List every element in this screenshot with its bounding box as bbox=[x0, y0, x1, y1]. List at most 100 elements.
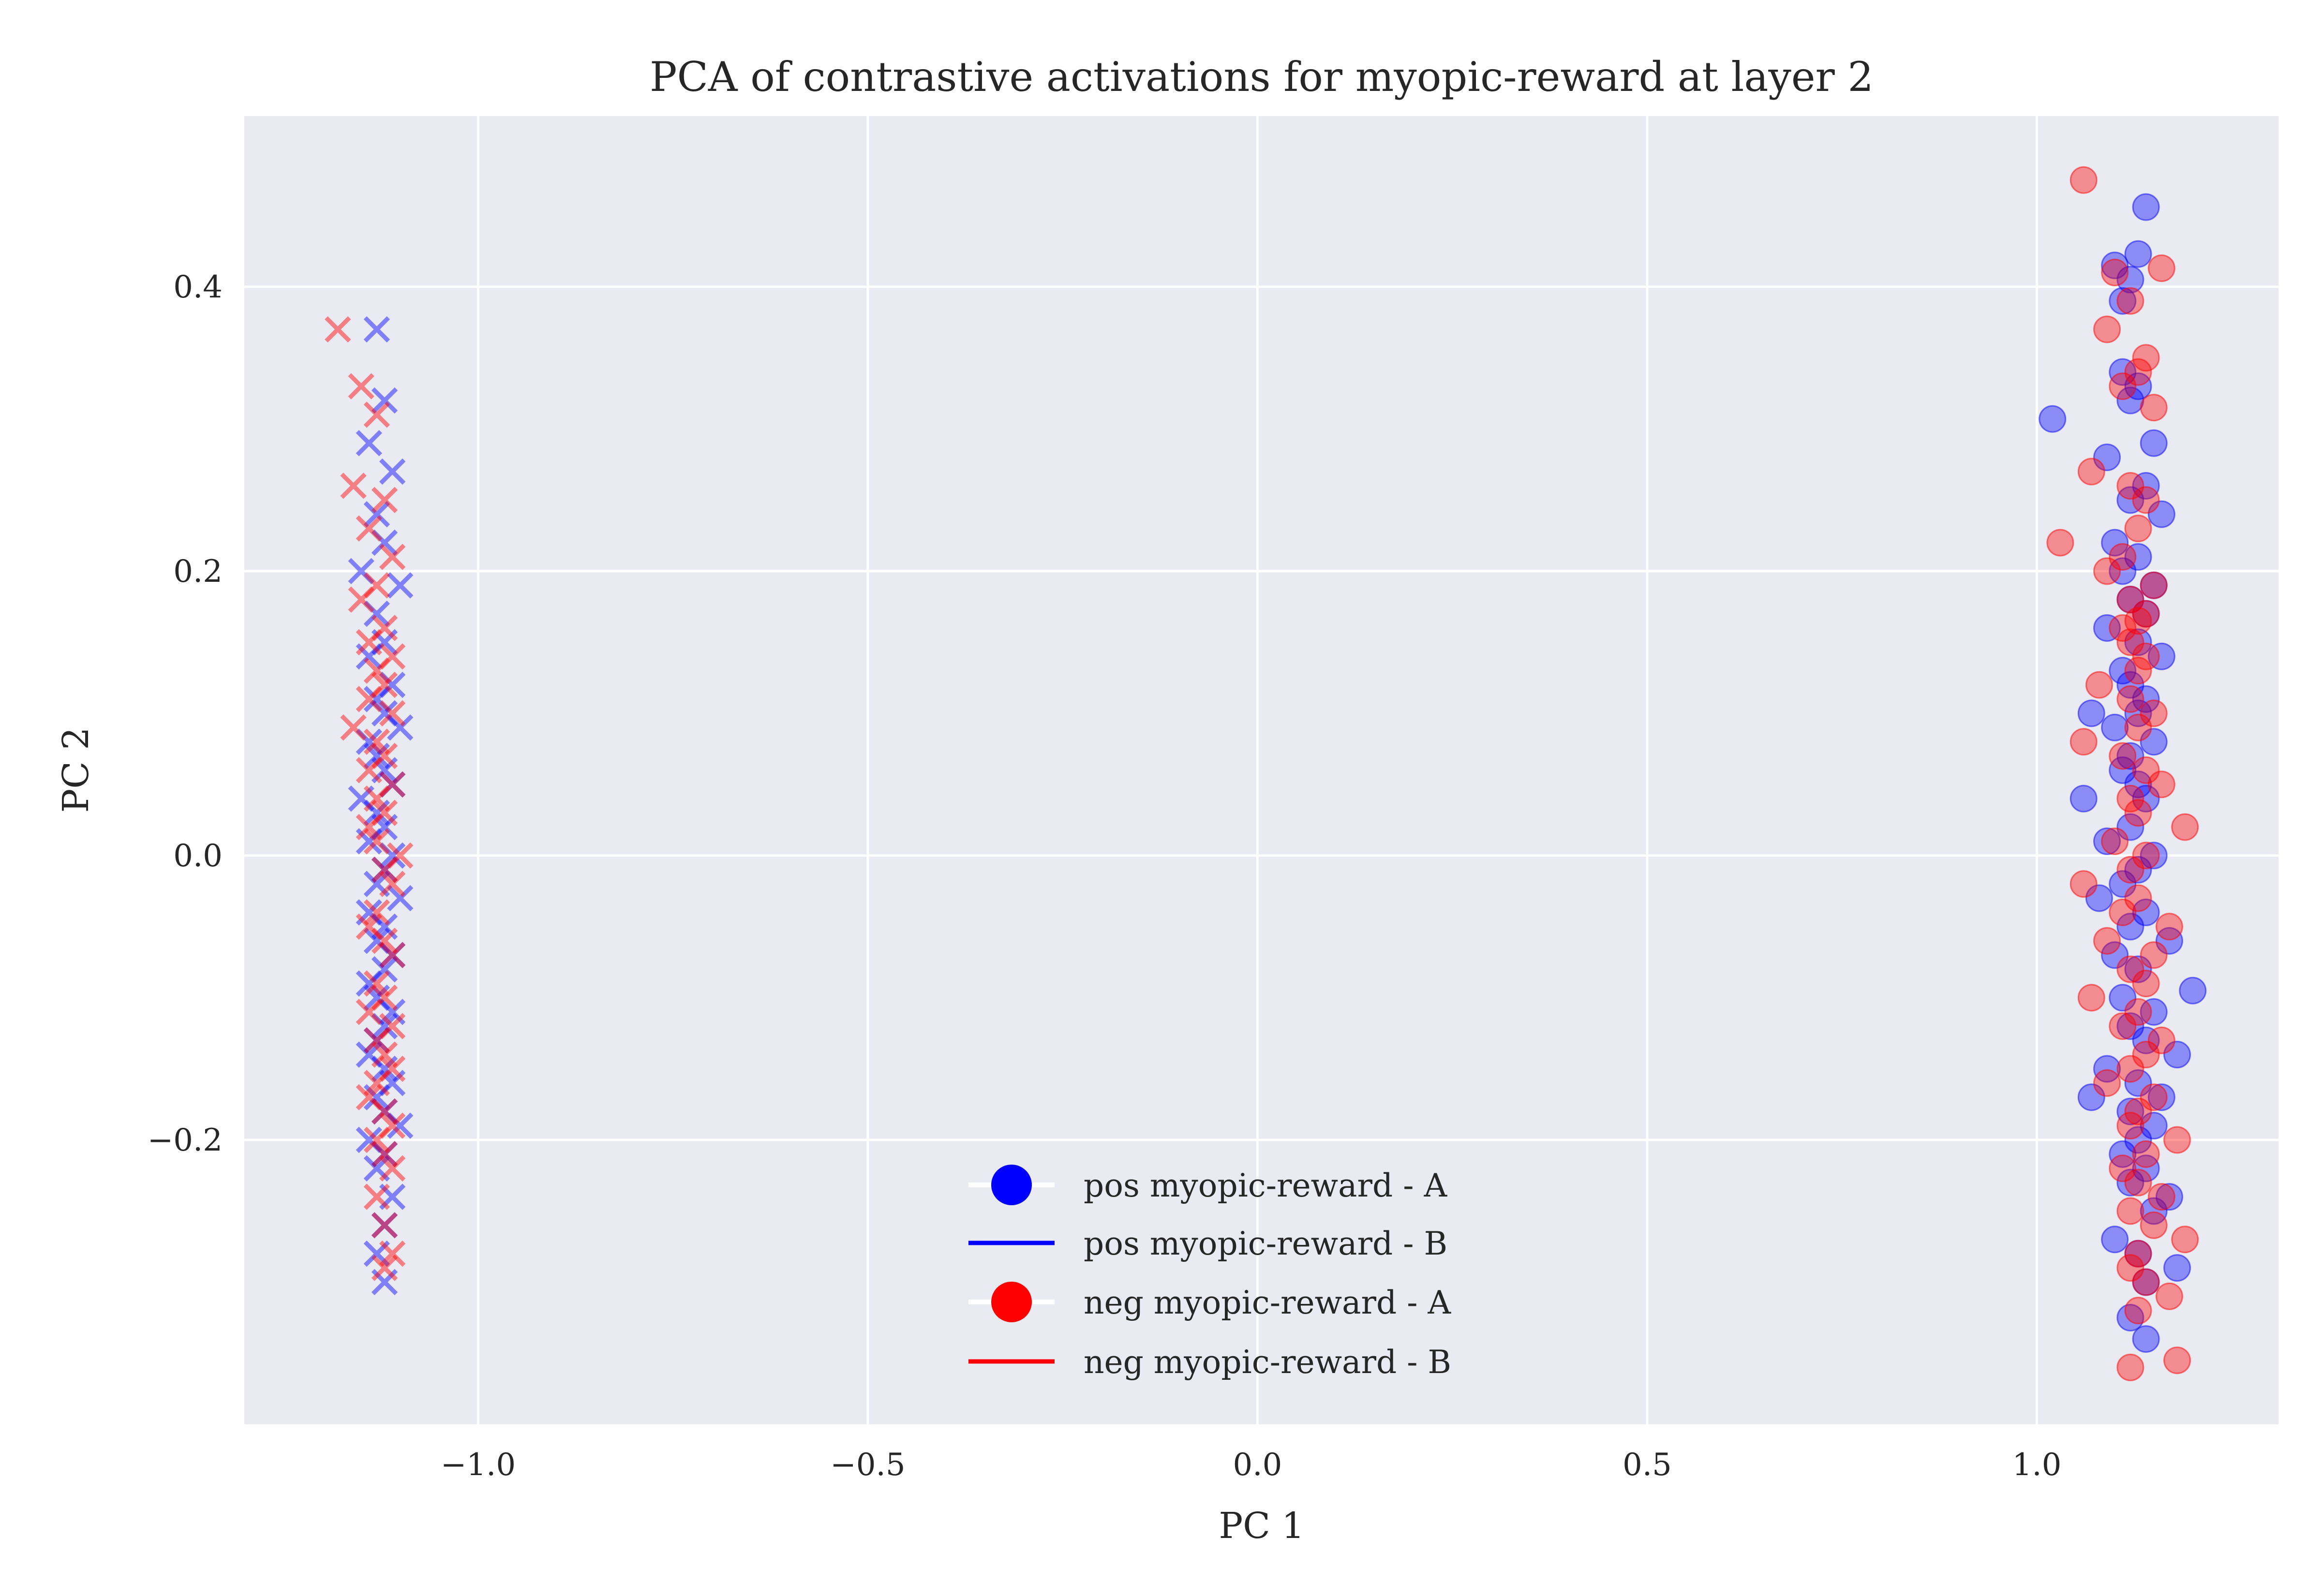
pos-circle-marker bbox=[2132, 685, 2160, 713]
chart-title: PCA of contrastive activations for myopi… bbox=[650, 53, 1874, 101]
neg-x-marker bbox=[379, 700, 406, 727]
pos-x-marker bbox=[371, 956, 398, 983]
grid-lines bbox=[244, 116, 2278, 1424]
y-tick-label: 0.2 bbox=[173, 554, 223, 590]
neg-x-marker bbox=[356, 813, 382, 841]
neg-x-marker bbox=[363, 1070, 390, 1096]
neg-x-marker bbox=[371, 1041, 398, 1068]
neg-circle-marker bbox=[2069, 166, 2098, 194]
pos-circle-marker bbox=[2132, 1154, 2160, 1182]
neg-circle-marker bbox=[2109, 742, 2137, 770]
y-tick-label: −0.2 bbox=[148, 1123, 223, 1158]
pos-circle-marker bbox=[2116, 1012, 2144, 1040]
pos-circle-marker bbox=[2116, 671, 2144, 699]
neg-x-marker bbox=[371, 1212, 398, 1239]
neg-x-marker bbox=[363, 1027, 390, 1054]
neg-circle-marker bbox=[2093, 927, 2121, 955]
neg-circle-marker bbox=[2124, 515, 2152, 543]
neg-circle-marker bbox=[2046, 529, 2074, 557]
neg-x-marker bbox=[371, 799, 398, 826]
neg-x-marker bbox=[371, 1255, 398, 1281]
pos-circle-marker bbox=[2124, 240, 2152, 268]
data-points bbox=[325, 166, 2207, 1381]
pos-circle-marker bbox=[2140, 998, 2168, 1026]
neg-circle-marker bbox=[2077, 984, 2105, 1012]
pos-circle-marker bbox=[2132, 193, 2160, 221]
pos-circle-marker bbox=[2093, 1055, 2121, 1083]
pos-x-marker bbox=[371, 757, 398, 783]
pos-x-marker bbox=[387, 885, 414, 912]
pos-x-marker bbox=[363, 984, 390, 1011]
pos-x-marker bbox=[356, 643, 382, 670]
neg-circle-marker bbox=[2109, 543, 2137, 571]
neg-x-marker bbox=[356, 913, 382, 940]
neg-circle-marker bbox=[2155, 1282, 2183, 1310]
pos-x-marker bbox=[356, 828, 382, 855]
pos-circle-marker bbox=[2132, 472, 2160, 500]
neg-circle-marker bbox=[2147, 1183, 2175, 1211]
pos-x-marker bbox=[379, 1070, 406, 1096]
pos-x-marker bbox=[379, 671, 406, 698]
neg-circle-marker bbox=[2116, 1197, 2144, 1225]
neg-x-marker bbox=[356, 515, 382, 542]
pos-circle-marker bbox=[2140, 429, 2168, 457]
neg-circle-marker bbox=[2085, 671, 2113, 699]
neg-x-marker bbox=[356, 686, 382, 712]
neg-circle-marker bbox=[2124, 884, 2152, 912]
neg-x-marker bbox=[371, 928, 398, 954]
pos-circle-marker bbox=[2124, 1069, 2152, 1097]
neg-circle-marker bbox=[2124, 1240, 2152, 1268]
pos-circle-marker bbox=[2124, 372, 2152, 400]
neg-circle-marker bbox=[2069, 870, 2098, 898]
x-tick-label: 1.0 bbox=[2012, 1447, 2062, 1483]
neg-circle-marker bbox=[2147, 770, 2175, 798]
pos-circle-marker bbox=[2116, 813, 2144, 841]
legend-label-neg-a: neg myopic-reward - A bbox=[1084, 1284, 1452, 1321]
pos-circle-marker bbox=[2093, 828, 2121, 856]
neg-x-marker bbox=[379, 643, 406, 670]
x-axis-label: PC 1 bbox=[1219, 1505, 1304, 1547]
neg-circle-marker bbox=[2093, 557, 2121, 585]
neg-circle-marker bbox=[2116, 586, 2144, 614]
neg-x-marker bbox=[379, 871, 406, 897]
neg-x-marker bbox=[363, 828, 390, 855]
neg-x-marker bbox=[363, 1126, 390, 1153]
pos-x-marker bbox=[371, 529, 398, 556]
neg-x-marker bbox=[356, 629, 382, 656]
plot-area bbox=[244, 116, 2278, 1424]
neg-x-marker bbox=[379, 1055, 406, 1082]
neg-x-marker bbox=[371, 1141, 398, 1167]
neg-circle-marker bbox=[2147, 1026, 2175, 1054]
neg-circle-marker bbox=[2101, 258, 2129, 286]
neg-circle-marker bbox=[2132, 1268, 2160, 1296]
neg-circle-marker bbox=[2147, 254, 2175, 282]
pos-circle-marker bbox=[2140, 728, 2168, 756]
axis-ticks: −1.0 −0.5 0.0 0.5 1.0 −0.2 0.0 0.2 0.4 bbox=[148, 269, 2062, 1483]
neg-x-marker bbox=[363, 572, 390, 599]
pos-x-marker bbox=[356, 728, 382, 755]
pos-circle-marker bbox=[2116, 742, 2144, 770]
legend-entry-pos-a: pos myopic-reward - A bbox=[968, 1165, 1448, 1205]
legend-entry-neg-b: neg myopic-reward - B bbox=[968, 1344, 1451, 1381]
neg-x-marker bbox=[371, 671, 398, 698]
neg-circle-marker bbox=[2140, 571, 2168, 599]
neg-circle-marker bbox=[2140, 1211, 2168, 1239]
neg-x-marker bbox=[363, 970, 390, 997]
neg-x-marker bbox=[363, 899, 390, 926]
pos-x-marker bbox=[371, 857, 398, 883]
pos-x-marker bbox=[387, 572, 414, 599]
neg-circle-marker bbox=[2109, 1012, 2137, 1040]
neg-circle-marker bbox=[2163, 1346, 2191, 1374]
pos-circle-marker bbox=[2124, 699, 2152, 727]
neg-x-marker bbox=[356, 757, 382, 783]
neg-circle-marker bbox=[2109, 614, 2137, 642]
neg-circle-marker bbox=[2124, 1097, 2152, 1125]
neg-circle-marker bbox=[2171, 813, 2199, 841]
pos-x-marker bbox=[379, 458, 406, 485]
y-tick-label: 0.4 bbox=[173, 269, 223, 305]
pos-circle-marker bbox=[2147, 642, 2175, 670]
neg-x-marker bbox=[379, 1240, 406, 1267]
neg-circle-marker bbox=[2093, 1069, 2121, 1097]
neg-x-marker bbox=[371, 1098, 398, 1125]
pos-circle-marker bbox=[2163, 1254, 2191, 1282]
